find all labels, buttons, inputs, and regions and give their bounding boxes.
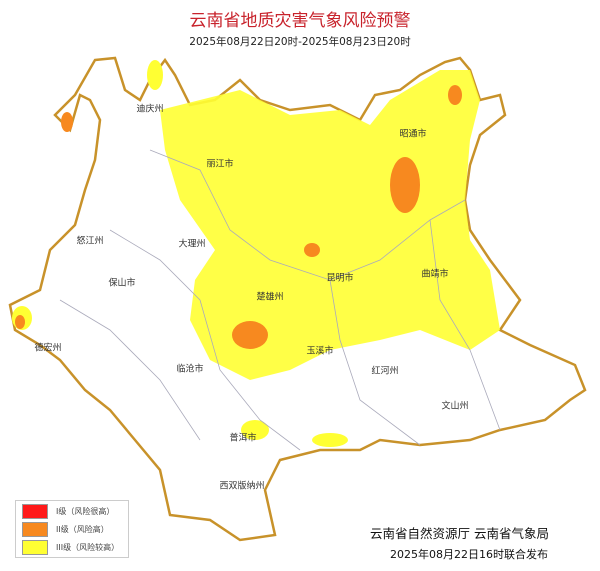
region-label: 文山州 [441,401,469,412]
prefecture-boundaries [59,149,501,451]
level2-zone [448,85,462,105]
level3-zone [241,420,269,440]
map-title: 云南省地质灾害气象风险预警 [189,11,411,31]
level2-zone [232,321,268,349]
region-label: 丽江市 [206,159,234,170]
level3-zone [147,60,163,90]
region-label: 德宏州 [34,343,62,354]
legend-item-level3: III级（风险较高） [22,539,122,555]
legend-label: III级（风险较高） [56,542,120,552]
region-label: 西双版纳州 [219,481,265,492]
legend-label: II级（风险高） [56,524,109,534]
region-label: 保山市 [108,278,136,289]
region-label: 红河州 [371,366,399,377]
publisher: 云南省自然资源厅 云南省气象局 [370,526,549,541]
region-label: 临沧市 [176,364,204,375]
legend-item-level2: II级（风险高） [22,521,122,537]
region-label: 怒江州 [76,236,104,247]
level3-zone [160,70,500,380]
publish-time: 2025年08月22日16时联合发布 [390,548,548,561]
region-label: 曲靖市 [421,269,449,280]
level2-zone [15,315,25,329]
level2-zone [304,243,320,257]
valid-period: 2025年08月22日20时-2025年08月23日20时 [189,36,411,48]
level1-swatch [22,503,48,519]
level3-swatch [22,539,48,555]
legend: I级（风险很高） II级（风险高） III级（风险较高） [15,500,129,558]
legend-label: I级（风险很高） [56,506,115,516]
region-label: 迪庆州 [136,104,164,115]
level2-swatch [22,521,48,537]
level3-zone [312,433,348,447]
level2-zone [390,157,420,213]
region-label: 昆明市 [326,273,354,284]
region-label: 昭通市 [399,129,427,140]
region-label: 楚雄州 [256,292,284,303]
legend-item-level1: I级（风险很高） [22,503,122,519]
level2-zone [61,112,73,132]
region-label: 玉溪市 [306,346,334,357]
region-label: 普洱市 [229,433,257,444]
region-label: 大理州 [178,239,206,250]
